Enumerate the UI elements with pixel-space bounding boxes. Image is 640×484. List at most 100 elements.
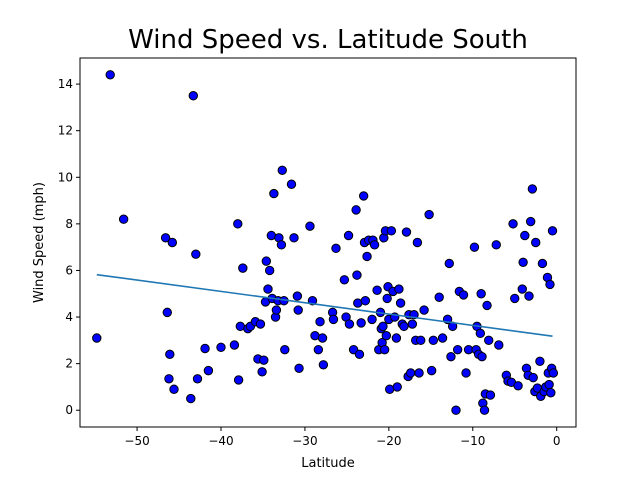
data-point: [160, 233, 171, 243]
data-point: [414, 368, 424, 378]
data-point: [428, 335, 439, 346]
data-point: [547, 226, 558, 236]
data-point: [399, 321, 409, 332]
x-tick-label: 0: [553, 434, 561, 448]
data-point: [238, 263, 248, 273]
data-point: [407, 319, 418, 329]
data-point: [271, 305, 282, 315]
data-point: [517, 284, 527, 294]
data-point: [354, 349, 365, 360]
data-point: [191, 249, 201, 259]
regression-line: [96, 273, 553, 337]
data-point: [318, 360, 329, 370]
data-point: [458, 290, 469, 300]
data-point: [369, 240, 380, 250]
data-point: [525, 216, 536, 227]
data-point: [328, 314, 339, 325]
data-point: [494, 340, 504, 350]
data-point: [485, 390, 496, 400]
data-point: [446, 351, 456, 362]
data-point: [216, 342, 226, 353]
data-point: [545, 279, 555, 290]
data-point: [520, 230, 530, 241]
data-point: [203, 365, 214, 376]
data-point: [277, 165, 287, 175]
data-point: [451, 405, 461, 415]
data-point: [513, 381, 523, 391]
data-point: [105, 70, 115, 80]
data-point: [382, 293, 392, 304]
data-point: [164, 374, 174, 384]
data-point: [292, 291, 303, 301]
data-point: [484, 335, 494, 346]
y-tick-label: 12: [58, 124, 73, 138]
data-point: [482, 300, 492, 311]
data-point: [362, 251, 372, 262]
data-point: [444, 258, 454, 269]
data-point: [434, 292, 444, 302]
data-point: [257, 367, 267, 377]
data-point: [475, 328, 486, 339]
data-point: [537, 258, 548, 269]
data-point: [263, 284, 273, 294]
data-point: [92, 333, 102, 343]
data-point: [535, 356, 545, 367]
data-point: [491, 240, 501, 250]
data-point: [351, 205, 361, 215]
data-point: [528, 372, 538, 383]
data-point: [167, 237, 178, 248]
data-point: [118, 214, 129, 224]
y-tick-label: 6: [65, 263, 73, 277]
data-point: [313, 344, 324, 355]
data-point: [395, 298, 406, 308]
data-point: [527, 184, 538, 194]
data-point: [367, 314, 377, 325]
data-point: [479, 405, 490, 415]
data-point: [264, 265, 275, 276]
data-point: [356, 318, 366, 328]
data-point: [360, 296, 371, 306]
data-point: [476, 289, 486, 299]
x-axis-label: Latitude: [301, 456, 355, 471]
data-point: [412, 237, 423, 248]
data-point: [391, 333, 402, 343]
data-point: [548, 368, 559, 378]
x-tick-label: −30: [292, 434, 317, 448]
data-point: [255, 319, 266, 329]
x-tick-label: −50: [124, 434, 149, 448]
x-tick-label: −10: [460, 434, 485, 448]
data-point: [280, 344, 290, 355]
y-axis-label: Wind Speed (mph): [32, 182, 47, 303]
y-tick-label: 0: [65, 403, 73, 417]
data-point: [381, 330, 392, 341]
data-point: [229, 340, 240, 350]
data-point: [419, 305, 429, 315]
data-point: [518, 257, 528, 268]
data-point: [165, 349, 175, 360]
y-tick-label: 2: [65, 357, 73, 371]
data-point: [508, 219, 518, 229]
y-tick-label: 8: [65, 217, 73, 231]
data-point: [339, 275, 350, 285]
data-point: [315, 317, 325, 327]
data-point: [305, 221, 315, 231]
data-point: [259, 355, 269, 365]
data-point: [469, 242, 480, 252]
chart-title: Wind Speed vs. Latitude South: [128, 25, 528, 55]
data-point: [546, 388, 556, 398]
data-point: [401, 227, 412, 237]
data-point: [394, 284, 404, 294]
data-point: [372, 285, 382, 295]
data-point: [531, 237, 541, 248]
data-point: [169, 384, 179, 394]
data-point: [352, 270, 362, 280]
x-tick-label: −20: [376, 434, 401, 448]
data-point: [392, 382, 402, 392]
data-point: [424, 209, 434, 220]
data-point: [344, 319, 355, 329]
data-point: [510, 293, 520, 304]
data-point: [233, 219, 243, 229]
data-point: [461, 368, 471, 378]
data-point: [343, 230, 354, 241]
